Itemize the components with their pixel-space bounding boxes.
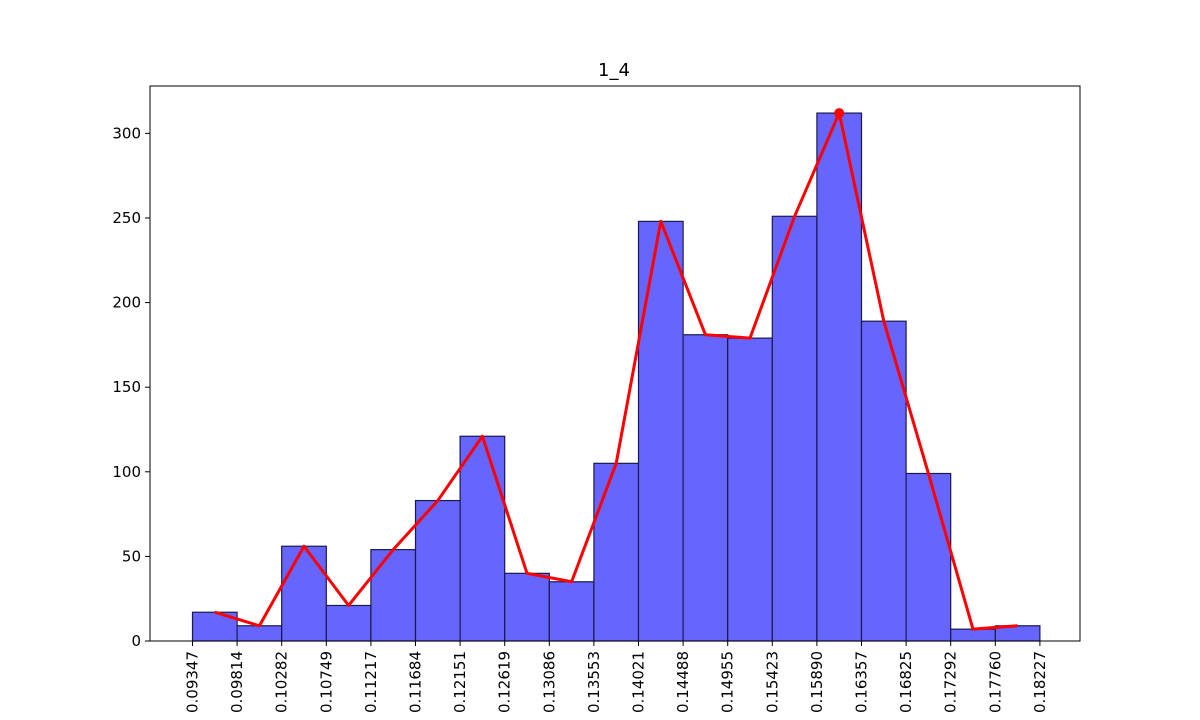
y-tick-label: 0 [131,632,141,650]
histogram-bar [459,435,506,642]
x-tick-label: 0.10282 [273,651,291,713]
y-tick-label: 50 [122,547,141,565]
x-tick-label: 0.17760 [986,651,1004,713]
histogram-bar [682,334,729,642]
y-tick-label: 150 [112,378,141,396]
histogram-bar [548,581,595,642]
trend-line [214,111,1018,631]
x-tick-label: 0.14955 [719,651,737,713]
x-tick-label: 0.15423 [763,651,781,713]
histogram-bar [325,604,372,642]
trend-line-group [214,108,1018,631]
x-tick-label: 0.11217 [362,651,380,713]
y-axis: 0 50 100 150 200 250 300 [112,124,150,650]
peak-marker [834,108,845,119]
x-tick-label: 0.17292 [942,651,960,713]
histogram-bar [771,215,818,642]
histogram-bar [414,499,461,642]
histogram-bar [950,628,996,642]
x-tick-label: 0.11684 [407,651,425,713]
x-tick-label: 0.16357 [853,651,871,713]
x-tick-label: 0.15890 [808,651,826,713]
x-tick-label: 0.13553 [585,651,603,713]
histogram-bar [816,112,863,642]
bars-group [191,112,1041,642]
plot-frame [149,85,1081,642]
histogram-bar [281,545,327,642]
histogram-bar [727,337,773,642]
y-tick-label: 250 [112,209,141,227]
y-tick-label: 100 [112,463,141,481]
histogram-bar [593,462,640,642]
histogram-bar [236,625,283,642]
x-tick-label: 0.10749 [317,651,335,713]
x-tick-label: 0.14488 [674,651,692,713]
histogram-bar [637,220,684,642]
x-tick-label: 0.12151 [451,651,469,713]
x-tick-label: 0.13086 [540,651,558,713]
x-tick-label: 0.16825 [897,651,915,713]
x-tick-label: 0.09347 [184,651,202,713]
histogram-bar [504,572,550,642]
y-tick-label: 200 [112,294,141,312]
x-axis: 0.09347 0.09814 0.10282 0.10749 0.11217 0.116… [184,641,1049,713]
histogram-bar [370,549,417,642]
x-tick-label: 0.14021 [630,651,648,713]
x-tick-label: 0.12619 [496,651,514,713]
x-tick-label: 0.09814 [228,651,246,713]
y-tick-label: 300 [112,124,141,142]
chart-title: 1_4 [598,60,630,81]
x-tick-label: 0.18227 [1031,651,1049,713]
histogram-bar [905,472,952,642]
